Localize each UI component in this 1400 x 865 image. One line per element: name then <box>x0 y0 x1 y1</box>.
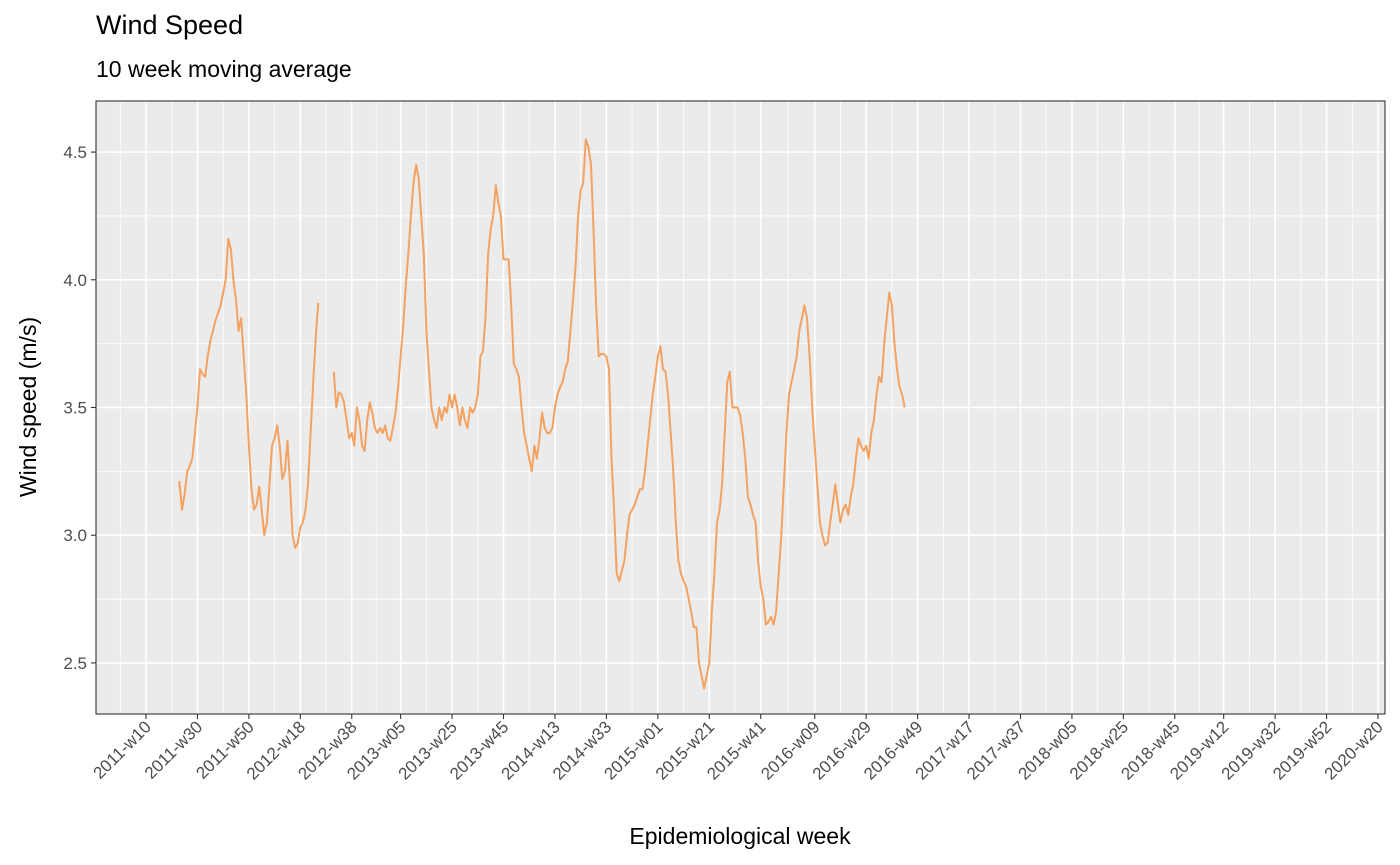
series-layer <box>178 138 906 690</box>
y-axis: 2.5 3.0 3.5 4.0 4.5 <box>63 143 96 673</box>
x-axis: 2011-w102011-w302011-w502012-w182012-w38… <box>89 714 1387 784</box>
grid-major <box>96 101 1385 714</box>
x-axis-title: Epidemiological week <box>629 823 851 849</box>
series-line <box>178 237 320 549</box>
chart-title: Wind Speed <box>96 10 244 40</box>
y-tick-label: 4.0 <box>63 271 87 290</box>
chart-subtitle: 10 week moving average <box>96 56 352 82</box>
y-tick-label: 3.0 <box>63 526 87 545</box>
series-line <box>332 138 906 690</box>
y-tick-label: 3.5 <box>63 399 87 418</box>
y-tick-label: 2.5 <box>63 654 87 673</box>
y-axis-title: Wind speed (m/s) <box>15 317 41 497</box>
y-tick-label: 4.5 <box>63 143 87 162</box>
